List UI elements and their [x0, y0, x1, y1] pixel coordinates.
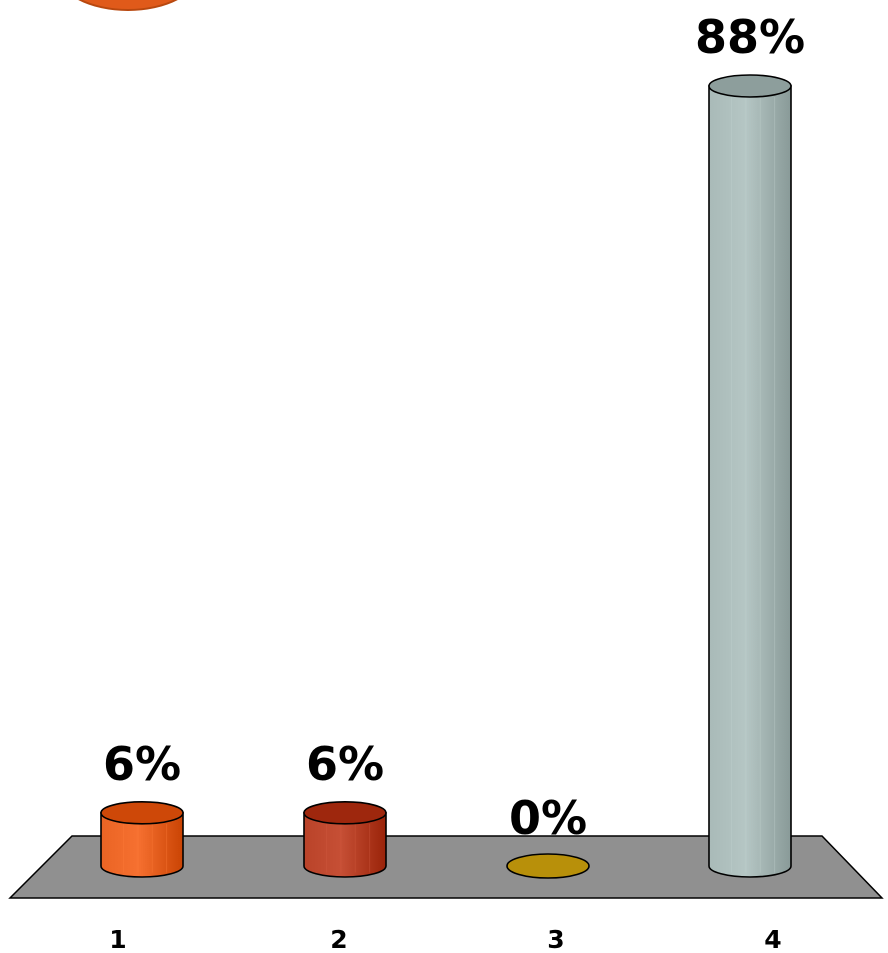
x-tick-label-4: 4 [764, 925, 781, 953]
bar-2 [303, 812, 387, 878]
bar-4 [708, 85, 792, 878]
decorative-orange-shape [78, 0, 178, 11]
data-label-2: 6% [306, 737, 384, 791]
bar-1 [100, 812, 184, 878]
bar-1-top [100, 801, 184, 825]
bar-4-top [708, 74, 792, 98]
x-tick-labels: 1 2 3 4 [109, 925, 781, 953]
bar-3 [506, 853, 590, 879]
data-label-3: 0% [509, 791, 587, 845]
bar-2-top [303, 801, 387, 825]
x-tick-label-2: 2 [330, 925, 347, 953]
x-tick-label-1: 1 [109, 925, 126, 953]
x-tick-label-3: 3 [547, 925, 564, 953]
data-label-4: 88% [695, 10, 805, 64]
chart-floor [8, 835, 884, 899]
labels-layer: 6% 6% 0% 88% [103, 10, 805, 845]
bars-layer [100, 74, 792, 879]
data-label-1: 6% [103, 737, 181, 791]
